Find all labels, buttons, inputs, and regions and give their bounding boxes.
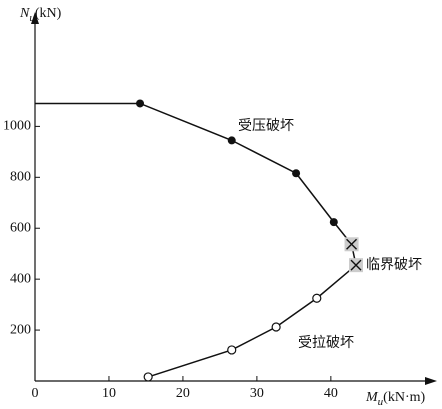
x-axis-label: Mu(kN·m) xyxy=(365,390,425,407)
x-tick-label: 40 xyxy=(324,386,338,401)
point xyxy=(136,99,145,108)
y-tick-label: 200 xyxy=(10,322,31,337)
y-arrow xyxy=(31,12,39,24)
y-tick-label: 1000 xyxy=(3,119,31,134)
point xyxy=(350,259,362,271)
point xyxy=(143,372,153,382)
point xyxy=(227,345,237,355)
y-tick-label: 600 xyxy=(10,220,31,235)
point xyxy=(292,169,301,178)
annotation: 临界破坏 xyxy=(366,257,422,273)
x-tick-label: 20 xyxy=(176,386,190,401)
point xyxy=(271,322,281,332)
x-arrow xyxy=(425,377,437,385)
annotation: 受拉破坏 xyxy=(298,335,354,351)
y-tick-label: 800 xyxy=(10,170,31,185)
y-tick-label: 400 xyxy=(10,271,31,286)
point xyxy=(346,238,358,250)
x-tick-label: 0 xyxy=(32,386,39,401)
point xyxy=(312,293,322,303)
x-tick-label: 10 xyxy=(102,386,116,401)
point xyxy=(329,218,338,227)
x-tick-label: 30 xyxy=(250,386,264,401)
annotation: 受压破坏 xyxy=(238,118,294,134)
point xyxy=(227,136,236,145)
y-axis-label: Nu(kN) xyxy=(19,6,62,23)
